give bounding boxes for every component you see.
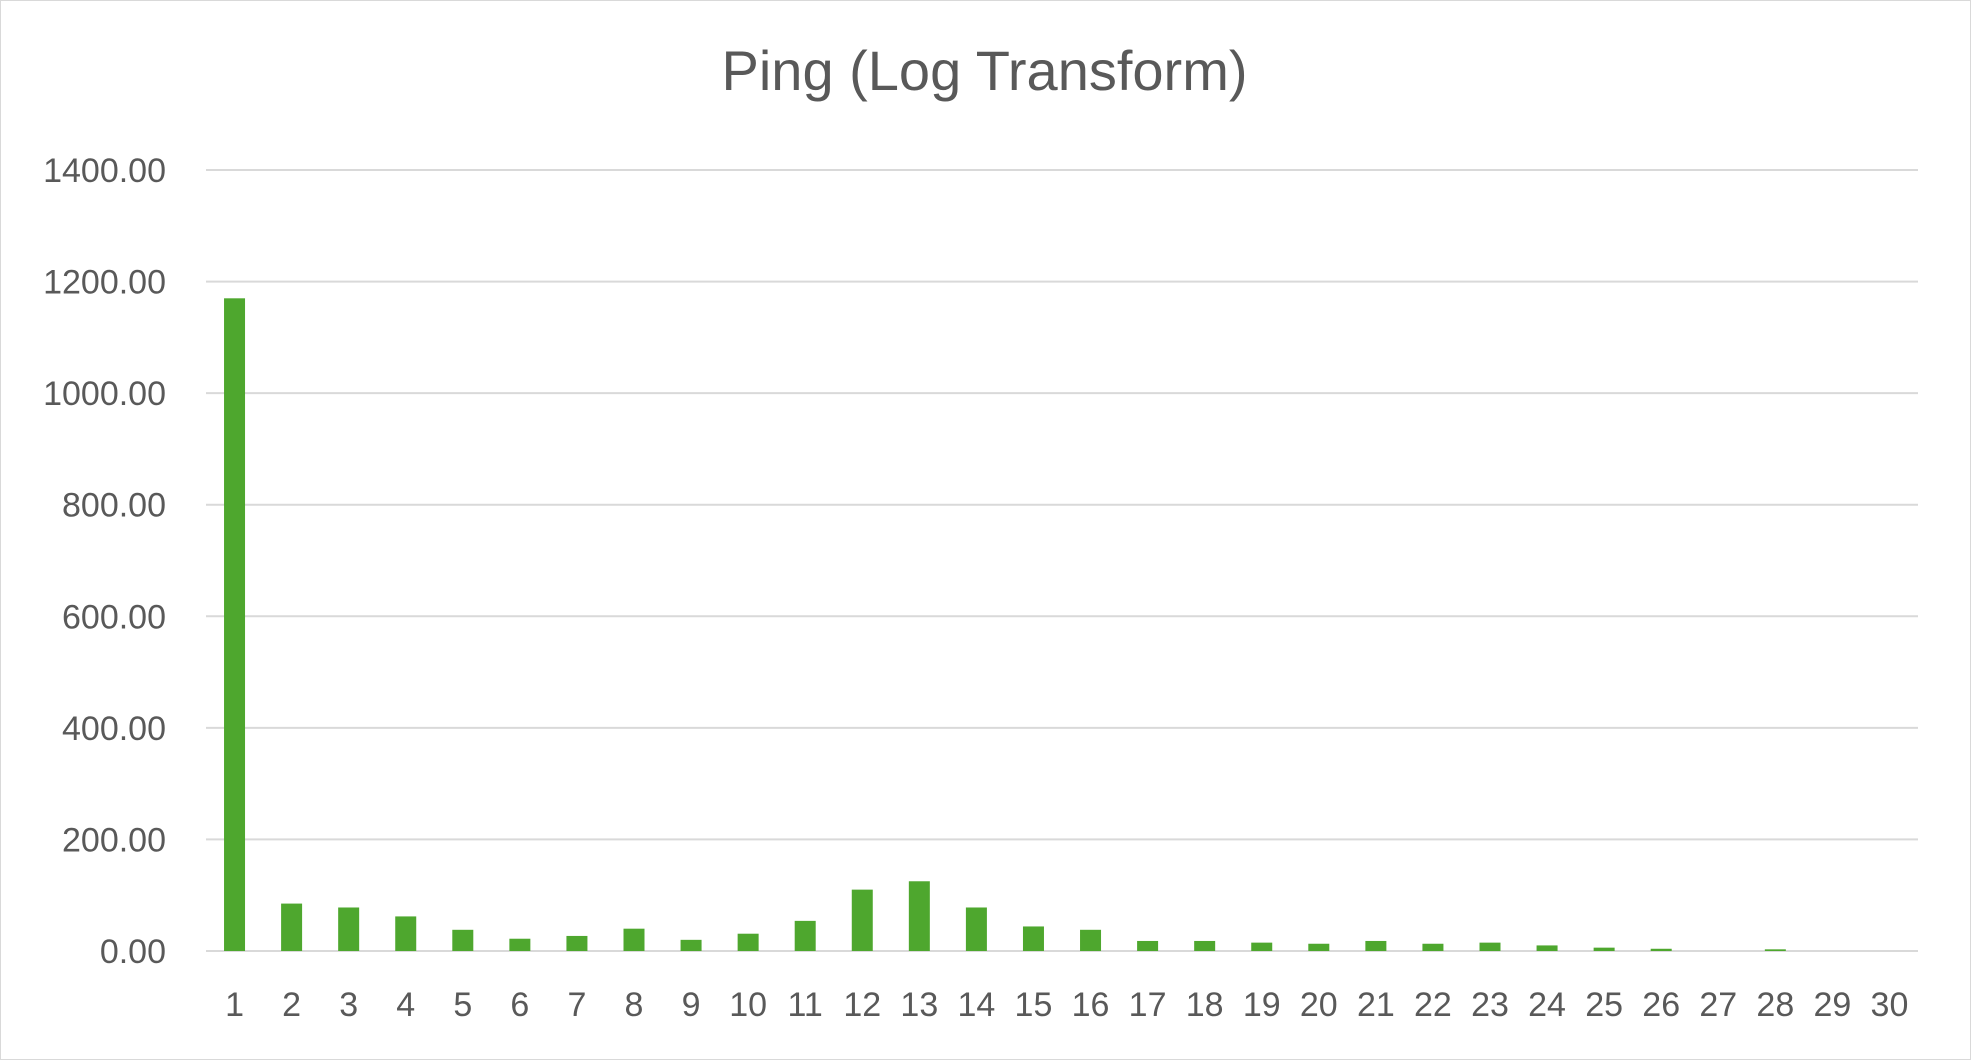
x-tick-label: 25 <box>1585 986 1623 1024</box>
x-tick-label: 19 <box>1243 986 1281 1024</box>
bar <box>1137 940 1159 951</box>
chart-title: Ping (Log Transform) <box>721 39 1248 102</box>
bar <box>1479 942 1501 951</box>
x-tick-label: 27 <box>1699 986 1737 1024</box>
x-tick-label: 1 <box>225 986 244 1024</box>
bar <box>908 881 930 951</box>
y-tick-label: 600.00 <box>62 598 166 636</box>
bar <box>623 928 645 951</box>
bar <box>1536 945 1558 951</box>
bar <box>338 907 360 951</box>
x-tick-label: 13 <box>900 986 938 1024</box>
x-tick-label: 18 <box>1186 986 1224 1024</box>
bar <box>965 907 987 951</box>
bar <box>1080 929 1102 951</box>
bar <box>737 933 759 951</box>
bar <box>1650 948 1672 951</box>
x-tick-label: 28 <box>1756 986 1794 1024</box>
x-tick-label: 14 <box>957 986 995 1024</box>
bar <box>452 929 474 951</box>
bar <box>566 935 588 951</box>
x-tick-label: 21 <box>1357 986 1395 1024</box>
bar <box>1022 926 1044 951</box>
bar <box>794 920 816 951</box>
y-tick-label: 1400.00 <box>43 152 166 190</box>
y-tick-label: 1000.00 <box>43 375 166 413</box>
x-tick-label: 4 <box>396 986 415 1024</box>
x-tick-label: 17 <box>1129 986 1167 1024</box>
x-tick-label: 30 <box>1871 986 1909 1024</box>
y-tick-label: 1200.00 <box>43 264 166 302</box>
x-tick-label: 23 <box>1471 986 1509 1024</box>
bar <box>395 916 417 951</box>
bar <box>1422 943 1444 951</box>
x-tick-label: 9 <box>682 986 701 1024</box>
bar <box>851 889 873 951</box>
x-tick-label: 26 <box>1642 986 1680 1024</box>
x-tick-label: 15 <box>1015 986 1053 1024</box>
x-tick-label: 22 <box>1414 986 1452 1024</box>
x-tick-label: 24 <box>1528 986 1566 1024</box>
x-tick-label: 12 <box>843 986 881 1024</box>
y-tick-label: 800.00 <box>62 487 166 525</box>
x-tick-label: 2 <box>282 986 301 1024</box>
bar <box>680 939 702 951</box>
x-tick-label: 8 <box>625 986 644 1024</box>
bar <box>1194 940 1216 951</box>
x-tick-label: 5 <box>453 986 472 1024</box>
x-tick-label: 11 <box>788 986 823 1024</box>
x-tick-label: 20 <box>1300 986 1338 1024</box>
y-tick-label: 400.00 <box>62 710 166 748</box>
bar <box>224 298 246 951</box>
y-tick-label: 200.00 <box>62 821 166 859</box>
x-tick-label: 7 <box>567 986 586 1024</box>
bar <box>1251 942 1273 951</box>
x-tick-label: 16 <box>1072 986 1110 1024</box>
bar <box>1764 949 1786 951</box>
x-tick-label: 10 <box>729 986 767 1024</box>
x-tick-label: 29 <box>1813 986 1851 1024</box>
bar <box>1365 940 1387 951</box>
bar <box>281 903 303 951</box>
bar <box>1593 947 1615 951</box>
x-tick-label: 3 <box>339 986 358 1024</box>
y-tick-label: 0.00 <box>100 933 166 971</box>
x-tick-label: 6 <box>510 986 529 1024</box>
bar <box>1308 943 1330 951</box>
bar <box>509 938 531 951</box>
